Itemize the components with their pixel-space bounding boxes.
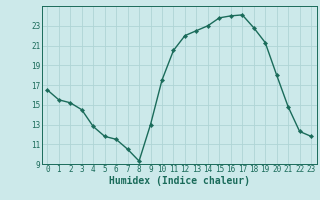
X-axis label: Humidex (Indice chaleur): Humidex (Indice chaleur) <box>109 176 250 186</box>
